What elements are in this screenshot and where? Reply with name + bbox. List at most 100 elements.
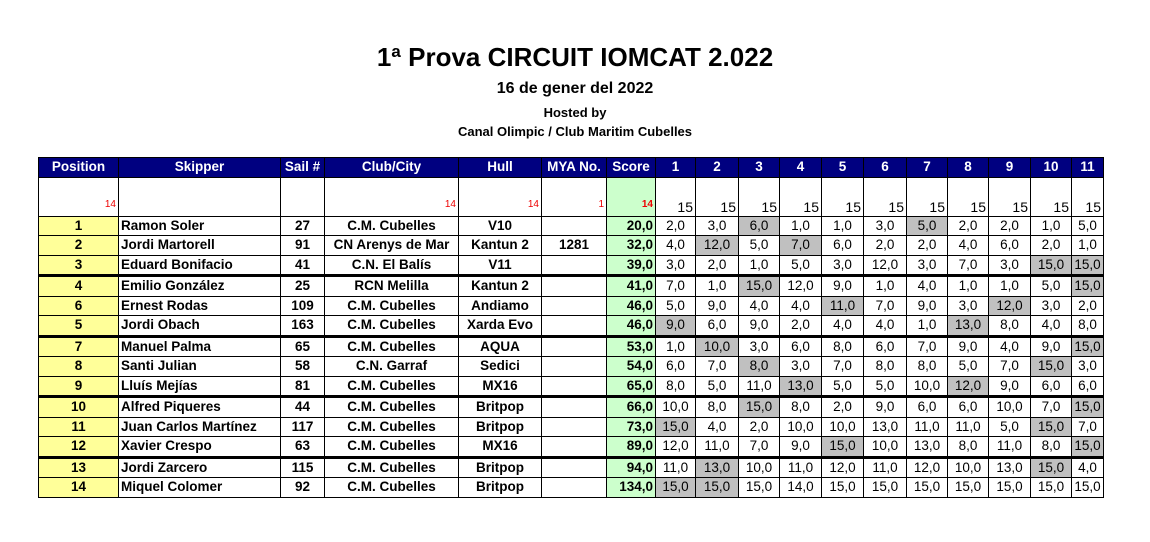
race-cell: 1,0: [988, 274, 1031, 297]
race-cell: 12,0: [988, 295, 1031, 316]
skipper-cell: Xavier Crespo: [118, 436, 281, 458]
column-header: 11: [1071, 157, 1104, 178]
count-cell: 15: [988, 176, 1031, 217]
skipper-cell: Ramon Soler: [118, 215, 281, 236]
skipper-cell: Emilio González: [118, 274, 281, 297]
race-cell: 8,0: [863, 356, 907, 377]
club-cell: C.M. Cubelles: [324, 375, 459, 397]
race-cell: 8,0: [1071, 315, 1104, 337]
club-cell: CN Arenys de Mar: [324, 235, 459, 256]
column-header: Score: [606, 157, 656, 178]
hull-cell: Kantun 2: [458, 274, 542, 297]
hull-cell: MX16: [458, 375, 542, 397]
skipper-cell: Miquel Colomer: [118, 477, 281, 498]
race-cell: 11,0: [863, 455, 907, 478]
race-cell: 2,0: [821, 395, 864, 418]
race-cell: 1,0: [695, 274, 739, 297]
table-row: 2 Jordi Martorell 91 CN Arenys de Mar Kantun…: [38, 235, 1104, 256]
race-cell: 11,0: [695, 436, 739, 458]
skipper-cell: Eduard Bonifacio: [118, 254, 281, 276]
club-cell: C.M. Cubelles: [324, 436, 459, 458]
race-cell: 5,0: [695, 375, 739, 397]
race-cell: 9,0: [988, 375, 1031, 397]
skipper-cell: Jordi Zarcero: [118, 455, 281, 478]
race-cell: 3,0: [695, 215, 739, 236]
race-cell: 7,0: [779, 235, 822, 256]
race-cell: 15,0: [947, 477, 989, 498]
race-cell: 12,0: [655, 436, 696, 458]
race-cell: 15,0: [695, 477, 739, 498]
race-cell: 10,0: [906, 375, 948, 397]
position-cell: 8: [38, 356, 119, 377]
race-cell: 15,0: [1071, 254, 1104, 276]
race-cell: 3,0: [779, 356, 822, 377]
race-cell: 3,0: [1071, 356, 1104, 377]
sail-cell: 117: [280, 416, 325, 437]
race-cell: 6,0: [655, 356, 696, 377]
header-row: Position Skipper Sail # Club/City Hull MYA No…: [38, 157, 1104, 178]
race-cell: 10,0: [821, 416, 864, 437]
count-cell: 15: [738, 176, 780, 217]
hosted-by-label: Hosted by: [543, 105, 607, 120]
race-cell: 5,0: [988, 416, 1031, 437]
race-cell: 5,0: [779, 254, 822, 276]
race-cell: 10,0: [695, 334, 739, 357]
position-cell: 7: [38, 334, 119, 357]
race-cell: 9,0: [779, 436, 822, 458]
race-cell: 5,0: [906, 215, 948, 236]
column-header: Sail #: [280, 157, 325, 178]
race-cell: 2,0: [947, 215, 989, 236]
mya-cell: [541, 395, 607, 418]
race-cell: 9,0: [1030, 334, 1072, 357]
race-cell: 3,0: [821, 254, 864, 276]
race-cell: 15,0: [1030, 254, 1072, 276]
position-cell: 1: [38, 215, 119, 236]
sail-cell: 58: [280, 356, 325, 377]
position-cell: 6: [38, 295, 119, 316]
race-cell: 7,0: [863, 295, 907, 316]
count-cell: 14: [324, 176, 459, 217]
score-cell: 41,0: [606, 274, 656, 297]
race-cell: 2,0: [738, 416, 780, 437]
skipper-cell: Jordi Obach: [118, 315, 281, 337]
race-cell: 12,0: [779, 274, 822, 297]
race-cell: 15,0: [1071, 477, 1104, 498]
count-cell: [118, 176, 281, 217]
hull-cell: Sedici: [458, 356, 542, 377]
race-cell: 15,0: [906, 477, 948, 498]
race-cell: 2,0: [695, 254, 739, 276]
race-cell: 15,0: [655, 416, 696, 437]
club-cell: C.M. Cubelles: [324, 315, 459, 337]
score-cell: 39,0: [606, 254, 656, 276]
race-cell: 8,0: [695, 395, 739, 418]
race-cell: 9,0: [821, 274, 864, 297]
race-cell: 4,0: [1071, 455, 1104, 478]
score-cell: 73,0: [606, 416, 656, 437]
count-cell: 15: [947, 176, 989, 217]
sail-cell: 44: [280, 395, 325, 418]
race-cell: 9,0: [906, 295, 948, 316]
score-cell: 65,0: [606, 375, 656, 397]
sail-cell: 41: [280, 254, 325, 276]
results-table: Position Skipper Sail # Club/City Hull MYA No…: [38, 157, 1104, 498]
race-cell: 15,0: [655, 477, 696, 498]
position-cell: 9: [38, 375, 119, 397]
race-cell: 3,0: [655, 254, 696, 276]
race-cell: 15,0: [1071, 274, 1104, 297]
skipper-cell: Juan Carlos Martínez: [118, 416, 281, 437]
table-row: 5 Jordi Obach 163 C.M. Cubelles Xarda Evo 46,…: [38, 315, 1104, 337]
race-cell: 4,0: [655, 235, 696, 256]
race-cell: 6,0: [738, 215, 780, 236]
race-cell: 5,0: [655, 295, 696, 316]
race-cell: 5,0: [821, 375, 864, 397]
skipper-cell: Alfred Piqueres: [118, 395, 281, 418]
hull-cell: MX16: [458, 436, 542, 458]
column-header: 6: [863, 157, 907, 178]
table-row: 4 Emilio González 25 RCN Melilla Kantun 2 41,…: [38, 274, 1104, 297]
column-header: Skipper: [118, 157, 281, 178]
score-cell: 89,0: [606, 436, 656, 458]
sail-cell: 63: [280, 436, 325, 458]
race-cell: 15,0: [1030, 356, 1072, 377]
race-cell: 6,0: [863, 334, 907, 357]
race-cell: 6,0: [947, 395, 989, 418]
